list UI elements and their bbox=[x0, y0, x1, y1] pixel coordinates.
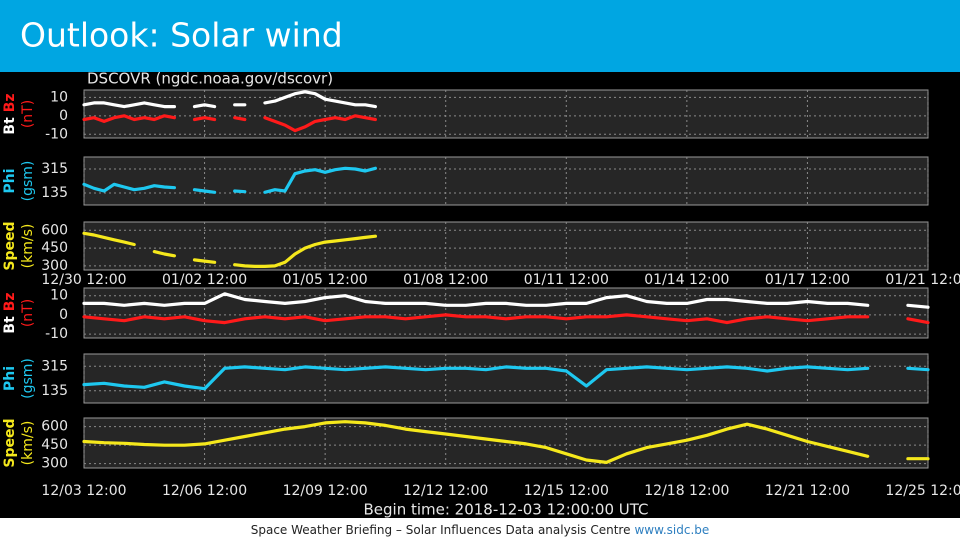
y-axis-series-name: Phi bbox=[2, 168, 18, 193]
y-axis-unit: (gsm) bbox=[20, 358, 36, 399]
y-tick-label: 300 bbox=[41, 258, 68, 274]
y-tick-label: 135 bbox=[41, 185, 68, 201]
footer-band bbox=[0, 518, 960, 540]
data-line bbox=[82, 114, 377, 133]
y-axis-unit: (km/s) bbox=[20, 421, 36, 466]
y-axis-series-name: Speed bbox=[2, 221, 18, 270]
y-tick-label: 0 bbox=[59, 108, 68, 124]
panel-area bbox=[83, 89, 929, 139]
x-tick-label: 12/12 12:00 bbox=[403, 483, 488, 499]
data-line bbox=[82, 365, 930, 391]
x-tick-label: 01/08 12:00 bbox=[403, 272, 488, 288]
x-tick-label: 01/17 12:00 bbox=[765, 272, 850, 288]
y-axis-name: Bt Bz bbox=[2, 93, 18, 134]
x-tick-label: 12/18 12:00 bbox=[644, 483, 729, 499]
header-band bbox=[0, 0, 960, 72]
y-axis-name: Speed bbox=[2, 221, 18, 270]
y-axis-name: Phi bbox=[2, 366, 18, 391]
x-tick-label: 12/06 12:00 bbox=[162, 483, 247, 499]
y-tick-label: 135 bbox=[41, 383, 68, 399]
y-tick-label: 10 bbox=[50, 288, 68, 304]
x-tick-label: 01/02 12:00 bbox=[162, 272, 247, 288]
y-tick-label: 315 bbox=[41, 161, 68, 177]
y-tick-label: -10 bbox=[45, 126, 68, 142]
data-line bbox=[82, 420, 930, 464]
x-tick-label: 01/05 12:00 bbox=[283, 272, 368, 288]
y-axis-series-name: Bz bbox=[2, 93, 18, 112]
x-tick-label: 12/09 12:00 bbox=[283, 483, 368, 499]
x-tick-label: 12/30 12:00 bbox=[41, 272, 126, 288]
panel-area bbox=[83, 353, 929, 404]
y-tick-label: 0 bbox=[59, 307, 68, 323]
y-tick-label: -10 bbox=[45, 326, 68, 342]
y-tick-label: 10 bbox=[50, 89, 68, 105]
y-axis-series-name: Speed bbox=[2, 418, 18, 467]
y-axis-unit: (gsm) bbox=[20, 161, 36, 202]
x-tick-label: 12/25 12:00 bbox=[885, 483, 960, 499]
y-tick-label: 600 bbox=[41, 222, 68, 238]
data-line bbox=[82, 166, 377, 194]
footer-text: Space Weather Briefing – Solar Influence… bbox=[251, 523, 631, 537]
x-axis-label: Begin time: 2018-12-03 12:00:00 UTC bbox=[363, 501, 648, 519]
panel-area bbox=[83, 156, 929, 206]
y-tick-label: 300 bbox=[41, 456, 68, 472]
y-axis-unit: (nT) bbox=[20, 299, 36, 327]
y-tick-label: 315 bbox=[41, 358, 68, 374]
y-axis-name: Bt Bz bbox=[2, 292, 18, 333]
chart-title: DSCOVR (ngdc.noaa.gov/dscovr) bbox=[87, 70, 333, 88]
data-line bbox=[82, 292, 930, 309]
x-tick-label: 01/11 12:00 bbox=[524, 272, 609, 288]
x-tick-label: 12/15 12:00 bbox=[524, 483, 609, 499]
footer-link: www.sidc.be bbox=[634, 523, 709, 537]
data-line bbox=[82, 313, 930, 325]
y-axis-series-name: Bt bbox=[2, 316, 18, 334]
y-axis-unit: (nT) bbox=[20, 100, 36, 128]
y-tick-label: 450 bbox=[41, 240, 68, 256]
y-axis-name: Speed bbox=[2, 418, 18, 467]
x-tick-label: 01/21 12:00 bbox=[885, 272, 960, 288]
panel-area bbox=[83, 287, 929, 339]
x-tick-label: 12/21 12:00 bbox=[765, 483, 850, 499]
y-tick-label: 450 bbox=[41, 437, 68, 453]
y-axis-series-name: Bt bbox=[2, 117, 18, 135]
y-axis-series-name: Phi bbox=[2, 366, 18, 391]
data-line bbox=[82, 90, 377, 109]
slide-title: Outlook: Solar wind bbox=[20, 16, 343, 55]
y-axis-series-name: Bz bbox=[2, 292, 18, 311]
footer: Space Weather Briefing – Solar Influence… bbox=[251, 523, 710, 537]
y-tick-label: 600 bbox=[41, 419, 68, 435]
y-axis-name: Phi bbox=[2, 168, 18, 193]
x-tick-label: 12/03 12:00 bbox=[41, 483, 126, 499]
y-axis-unit: (km/s) bbox=[20, 224, 36, 269]
x-tick-label: 01/14 12:00 bbox=[644, 272, 729, 288]
data-line bbox=[82, 231, 377, 268]
